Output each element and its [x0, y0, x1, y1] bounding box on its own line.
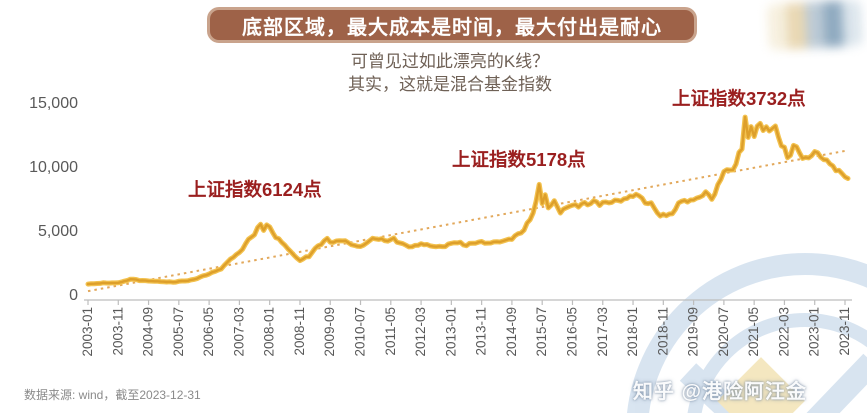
y-axis-label: 15,000: [29, 95, 78, 112]
x-axis-label: 2008-01: [262, 307, 277, 357]
x-axis-label: 2003-01: [80, 307, 95, 357]
x-axis-label: 2005-07: [171, 307, 186, 357]
x-axis-label: 2023-01: [807, 307, 822, 357]
y-axis-label: 0: [69, 287, 78, 304]
x-axis-label: 2019-09: [686, 307, 701, 357]
x-axis-label: 2011-05: [383, 307, 398, 356]
x-axis-label: 2008-11: [292, 307, 307, 356]
y-axis-label: 10,000: [29, 159, 78, 176]
x-axis-label: 2015-07: [534, 307, 549, 357]
x-axis-label: 2012-03: [413, 307, 428, 357]
x-axis-label: 2003-11: [110, 307, 125, 356]
y-axis-label: 5,000: [38, 223, 78, 240]
index-point-annotation: 上证指数6124点: [188, 179, 322, 200]
x-axis-label: 2010-07: [353, 307, 368, 357]
subtitle-line-1: 可曾见过如此漂亮的K线？: [350, 52, 550, 71]
x-axis-label: 2013-11: [474, 307, 489, 356]
x-axis-label: 2009-09: [322, 307, 337, 357]
x-axis-label: 2020-07: [716, 307, 731, 357]
x-axis-label: 2022-03: [776, 307, 791, 357]
index-point-annotation: 上证指数3732点: [672, 88, 806, 109]
data-source-note: 数据来源: wind，截至2023-12-31: [24, 388, 201, 402]
subtitle-line-2: 其实，这就是混合基金指数: [348, 75, 552, 94]
x-axis-label: 2018-11: [655, 307, 670, 356]
logo-watermark: [627, 253, 867, 413]
x-axis-label: 2014-09: [504, 307, 519, 357]
x-axis-label: 2013-01: [443, 307, 458, 357]
x-axis-label: 2023-11: [837, 307, 852, 356]
watermark-diamond: [717, 357, 805, 413]
x-axis-label: 2016-05: [564, 307, 579, 357]
index-line: [86, 115, 850, 286]
index-point-annotation: 上证指数5178点: [452, 149, 586, 170]
x-axis-label: 2017-03: [595, 307, 610, 357]
chart-subtitle: 可曾见过如此漂亮的K线？ 其实，这就是混合基金指数: [120, 50, 780, 96]
watermark-outer-circle: [627, 253, 867, 413]
watermark-inner-circle: [687, 313, 867, 413]
zhihu-watermark-text: 知乎 @港险阿汪金: [633, 381, 808, 403]
x-axis-label: 2018-01: [625, 307, 640, 357]
index-line-glow: [85, 114, 851, 287]
x-axis-label: 2004-09: [141, 307, 156, 357]
title-banner: 底部区域，最大成本是时间，最大付出是耐心: [207, 7, 697, 43]
x-axis-label: 2007-03: [231, 307, 246, 357]
x-axis-label: 2006-05: [201, 307, 216, 357]
x-axis-label: 2021-05: [746, 307, 761, 357]
